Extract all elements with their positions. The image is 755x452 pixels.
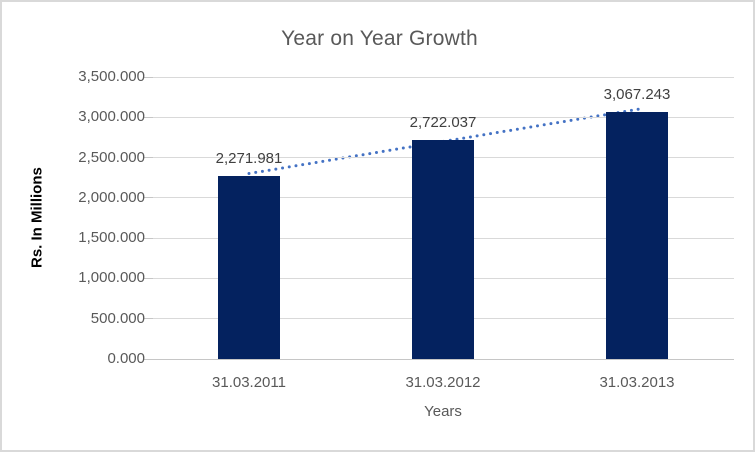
y-tick-mark	[144, 237, 153, 239]
x-axis-line	[152, 358, 734, 360]
bar-value-label: 3,067.243	[603, 85, 671, 103]
bar-value-label: 2,722.037	[409, 113, 477, 131]
y-tick-label: 1,000.000	[78, 269, 145, 287]
y-tick-mark	[144, 318, 153, 320]
y-tick-mark	[144, 76, 153, 78]
x-tick-label: 31.03.2013	[599, 374, 675, 391]
y-tick-label: 1,500.000	[78, 229, 145, 247]
y-tick-mark	[144, 197, 153, 199]
x-tick-label: 31.03.2011	[212, 374, 286, 391]
bar-value-label: 2,271.981	[215, 149, 283, 167]
y-tick-label: 500.000	[90, 309, 145, 327]
y-tick-label: 2,000.000	[78, 188, 145, 206]
x-tick-label: 31.03.2012	[405, 374, 481, 391]
x-axis-title: Years	[424, 403, 462, 420]
y-tick-label: 3,500.000	[78, 68, 145, 85]
y-tick-mark	[144, 277, 153, 279]
y-tick-label: 3,000.000	[78, 108, 145, 126]
y-tick-mark	[144, 116, 153, 118]
y-tick-label: 0.000	[107, 350, 145, 367]
y-tick-label: 2,500.000	[78, 148, 145, 166]
gridline	[152, 76, 734, 78]
gridline	[152, 116, 734, 118]
chart-title: Year on Year Growth	[281, 27, 478, 50]
bar	[218, 175, 280, 359]
y-tick-mark	[144, 157, 153, 159]
bar	[412, 139, 474, 359]
bar	[606, 111, 668, 359]
y-tick-mark	[144, 358, 153, 360]
